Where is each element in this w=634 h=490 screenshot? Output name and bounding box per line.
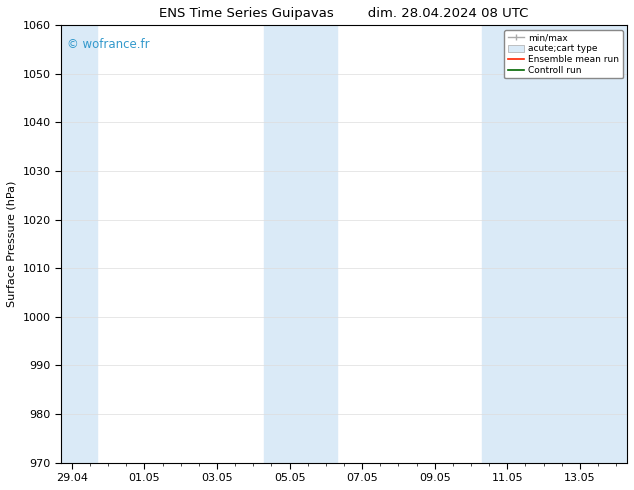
Text: © wofrance.fr: © wofrance.fr <box>67 38 150 51</box>
Title: ENS Time Series Guipavas        dim. 28.04.2024 08 UTC: ENS Time Series Guipavas dim. 28.04.2024… <box>159 7 529 20</box>
Bar <box>264 25 337 463</box>
Bar <box>61 25 98 463</box>
Bar <box>482 25 627 463</box>
Y-axis label: Surface Pressure (hPa): Surface Pressure (hPa) <box>7 181 17 307</box>
Legend: min/max, acute;cart type, Ensemble mean run, Controll run: min/max, acute;cart type, Ensemble mean … <box>505 30 623 78</box>
